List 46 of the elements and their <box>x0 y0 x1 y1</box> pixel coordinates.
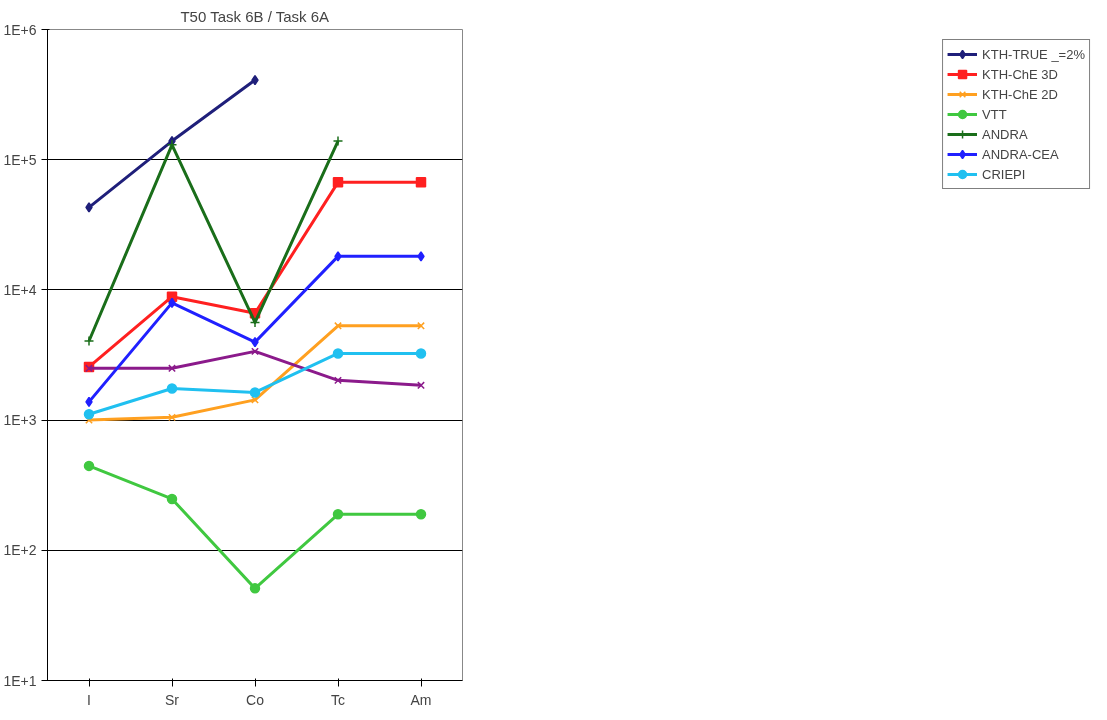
point <box>249 387 261 398</box>
point <box>332 509 344 520</box>
point <box>334 321 342 330</box>
point <box>251 347 259 356</box>
point <box>83 408 95 420</box>
y-tick-label: 1E+1 <box>3 672 37 689</box>
y-tick-label: 1E+2 <box>3 542 37 559</box>
x-tick-label: Co <box>246 691 265 708</box>
point <box>85 202 93 213</box>
point <box>417 321 425 330</box>
point <box>332 135 344 147</box>
legend-label: ANDRA <box>982 126 1028 142</box>
x-tick-label: Tc <box>331 691 345 708</box>
point <box>168 364 176 373</box>
legend-label: KTH-ChE 2D <box>982 86 1058 102</box>
point <box>415 177 427 188</box>
point <box>251 395 259 404</box>
y-tick-label: 1E+3 <box>3 412 37 429</box>
x-tick-label: Am <box>410 691 432 708</box>
legend-label: CRIEPI <box>982 166 1026 182</box>
legend-label: VTT <box>982 106 1007 122</box>
point <box>334 251 342 262</box>
point <box>415 348 427 359</box>
chart-title: T50 Task 6B / Task 6A <box>180 7 330 25</box>
point <box>334 376 342 385</box>
point <box>332 348 344 359</box>
point <box>417 381 425 390</box>
point <box>332 177 344 188</box>
y-tick-label: 1E+5 <box>3 151 37 168</box>
point <box>166 493 178 505</box>
x-tick-label: Sr <box>165 691 180 708</box>
point <box>83 460 95 472</box>
point <box>166 139 178 151</box>
point <box>83 335 95 347</box>
point <box>417 251 425 262</box>
point <box>249 317 261 328</box>
legend-label: KTH-ChE 3D <box>982 66 1058 82</box>
legend-label: KTH-TRUE _=2% <box>982 46 1085 62</box>
point <box>249 583 261 594</box>
point <box>168 413 176 422</box>
point <box>166 383 178 394</box>
y-tick-label: 1E+6 <box>3 21 37 38</box>
point <box>415 509 427 520</box>
y-tick-label: 1E+4 <box>3 281 37 298</box>
x-tick-label: I <box>87 691 91 708</box>
legend-label: ANDRA-CEA <box>982 146 1059 162</box>
